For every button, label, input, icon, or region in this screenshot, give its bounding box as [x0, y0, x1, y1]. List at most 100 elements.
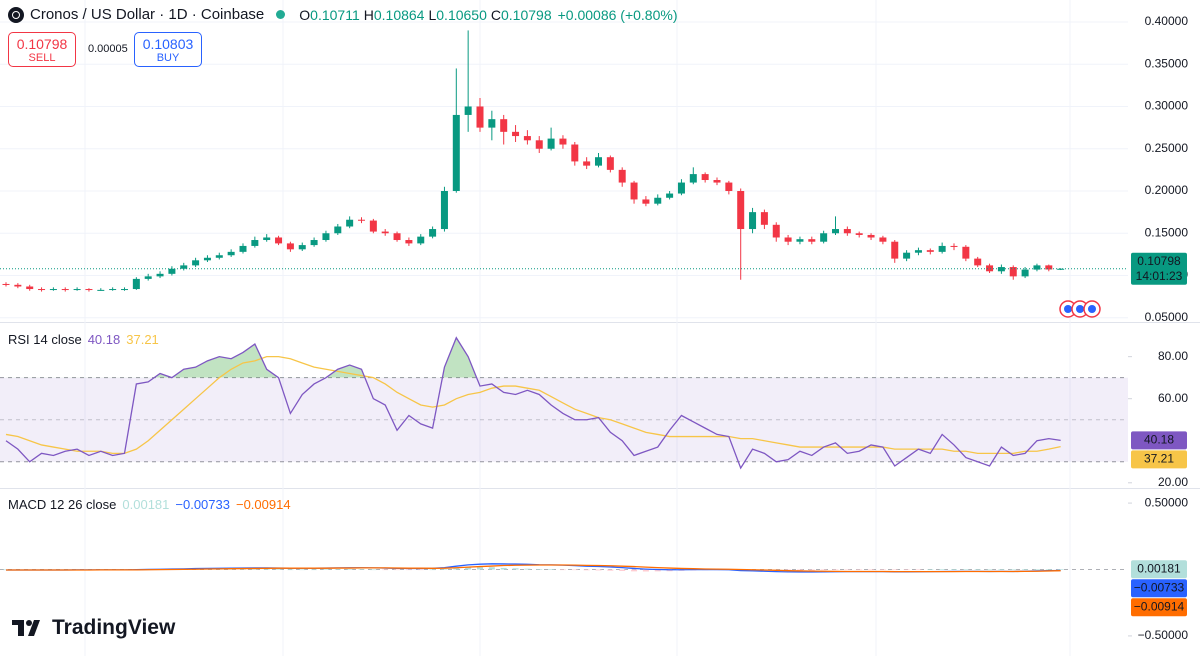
value-pill	[1131, 431, 1187, 450]
histogram-bar	[394, 569, 401, 571]
market-status	[276, 10, 286, 19]
histogram-bar	[358, 569, 365, 570]
ohlc-value: 0.10711	[310, 6, 360, 23]
buy-button[interactable]: 0.10803 BUY	[134, 32, 202, 67]
candle-body	[855, 233, 863, 235]
candle-body	[903, 252, 911, 259]
candle-body	[547, 138, 555, 149]
histogram-bar	[322, 569, 329, 570]
candle-body	[606, 157, 614, 170]
candle-body	[938, 245, 946, 252]
candle-body	[346, 219, 354, 227]
histogram-bar	[488, 567, 495, 570]
macd-value: −0.00733	[175, 497, 230, 512]
histogram-bar	[417, 569, 424, 571]
candle-body	[986, 265, 994, 272]
ohlc-key: O	[299, 6, 311, 23]
ohlc-value: 0.10864	[373, 6, 425, 23]
candle-body	[14, 284, 22, 287]
histogram-bar	[299, 569, 306, 571]
candle-body	[1009, 267, 1017, 277]
rsi-title[interactable]: RSI 14 close	[8, 332, 82, 347]
candle-body	[974, 258, 982, 266]
y-tick-label: 80.00	[1158, 349, 1188, 363]
candle-body	[677, 182, 685, 194]
rsi-value: 40.18	[87, 332, 121, 347]
histogram-bar	[334, 569, 341, 570]
value-pill-label: 40.18	[1144, 433, 1174, 447]
histogram-bar	[607, 569, 614, 571]
histogram-bar	[1045, 569, 1052, 570]
value-pill	[1131, 579, 1187, 598]
indicator-line	[5, 336, 1061, 470]
histogram-bar	[915, 569, 922, 571]
candle-body	[997, 267, 1005, 272]
candle-body	[879, 237, 887, 242]
value-pill-label: −0.00733	[1134, 580, 1185, 594]
candle-body	[500, 119, 508, 132]
candle-body	[950, 245, 958, 247]
indicator-line	[5, 355, 1061, 455]
histogram-bar	[1057, 569, 1064, 570]
buy-price: 0.10803	[142, 36, 194, 52]
histogram-bar	[808, 569, 815, 571]
candle-body	[85, 289, 93, 291]
candle-body	[760, 212, 768, 225]
candle-body	[334, 226, 342, 234]
candle-body	[488, 119, 496, 128]
histogram-bar	[251, 568, 258, 570]
histogram-bar	[951, 569, 957, 570]
ohlc-key: C	[490, 6, 501, 23]
histogram-bar	[844, 569, 851, 571]
macd-legend: MACD 12 26 close 0.00181 −0.00733 −0.00914	[8, 497, 297, 512]
histogram-bar	[796, 569, 803, 571]
candle-body	[298, 245, 306, 250]
value-pill	[1131, 450, 1187, 469]
candle-body	[843, 229, 851, 234]
candle-body	[1033, 265, 1041, 270]
symbol-icon	[8, 6, 24, 23]
candle-body	[121, 289, 128, 291]
candle-body	[630, 182, 638, 200]
histogram-bar	[879, 569, 886, 571]
candle-body	[180, 265, 188, 269]
macd-title[interactable]: MACD 12 26 close	[8, 497, 117, 512]
candle-body	[1045, 265, 1053, 270]
candle-body	[737, 191, 745, 230]
histogram-bar	[346, 569, 353, 570]
candle-body	[2, 283, 10, 285]
histogram-bar	[1022, 569, 1029, 570]
histogram-bar	[595, 569, 602, 571]
histogram-bar	[856, 569, 863, 571]
symbol-title[interactable]: Cronos / US Dollar · 1D · Coinbase	[30, 6, 265, 23]
value-pill	[1131, 598, 1187, 617]
y-tick-label: 20.00	[1158, 475, 1188, 489]
candle-body	[725, 182, 733, 192]
value-pill-label: 37.21	[1144, 452, 1174, 466]
candle-body	[654, 197, 662, 204]
candle-body	[689, 174, 697, 183]
candle-body	[417, 236, 425, 244]
rsi-ma-value: 37.21	[126, 332, 159, 347]
candle-body	[203, 257, 211, 261]
candle-body	[559, 138, 567, 145]
histogram-bar	[500, 567, 507, 570]
candle-body	[381, 231, 389, 234]
histogram-bar	[240, 568, 246, 570]
histogram-bar	[962, 569, 969, 570]
candle-body	[440, 191, 448, 230]
brand-logo	[12, 620, 40, 636]
sell-button[interactable]: 0.10798 SELL	[8, 32, 76, 67]
histogram-bar	[927, 569, 934, 571]
buy-label: BUY	[156, 52, 180, 64]
ohlc-key: H	[363, 6, 374, 23]
y-tick-label: 0.05000	[1145, 310, 1189, 324]
candle-body	[749, 212, 757, 230]
histogram-value: 0.00181	[122, 497, 170, 512]
histogram-bar	[441, 568, 448, 570]
histogram-bar	[832, 569, 839, 571]
candle-body	[583, 161, 591, 166]
sell-label: SELL	[28, 52, 56, 64]
candle-body	[97, 289, 105, 291]
